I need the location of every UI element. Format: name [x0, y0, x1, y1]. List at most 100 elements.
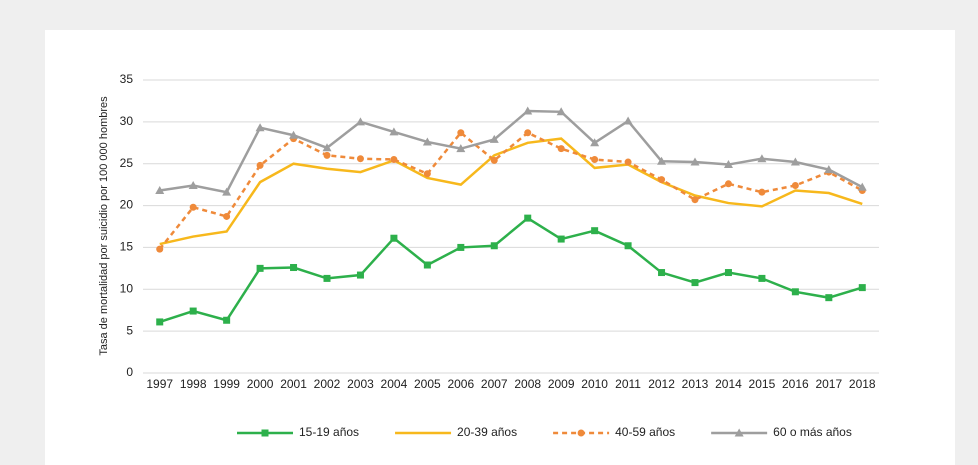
x-tick-label: 2014 — [715, 377, 742, 391]
x-tick-label: 2008 — [514, 377, 541, 391]
marker — [757, 154, 767, 163]
x-tick-label: 1998 — [180, 377, 207, 391]
y-tick-label: 15 — [120, 240, 134, 254]
marker — [457, 129, 465, 137]
marker — [289, 130, 299, 139]
y-tick-label: 10 — [120, 281, 134, 295]
x-tick-label: 2013 — [682, 377, 709, 391]
marker — [723, 160, 733, 169]
marker — [422, 137, 432, 146]
y-tick-label: 0 — [126, 365, 133, 379]
marker — [690, 157, 700, 166]
marker — [456, 144, 466, 153]
x-tick-label: 2011 — [615, 377, 641, 391]
marker — [691, 279, 699, 287]
x-tick-label: 2000 — [247, 377, 274, 391]
marker — [155, 186, 165, 195]
marker — [758, 188, 766, 196]
x-tick-label: 2010 — [581, 377, 608, 391]
marker — [457, 243, 465, 251]
legend-marker — [261, 429, 269, 437]
marker — [156, 318, 164, 326]
marker — [556, 107, 566, 116]
legend-label: 40-59 años — [615, 425, 675, 439]
legend-label: 15-19 años — [299, 425, 359, 439]
x-tick-label: 2006 — [447, 377, 474, 391]
marker — [790, 157, 800, 166]
marker — [423, 170, 431, 178]
series-line — [158, 130, 863, 250]
x-tick-label: 2017 — [815, 377, 842, 391]
x-tick-label: 2016 — [782, 377, 809, 391]
marker — [857, 182, 867, 191]
marker — [724, 269, 732, 277]
marker — [490, 242, 498, 250]
marker — [657, 156, 667, 165]
legend-label: 20-39 años — [457, 425, 517, 439]
marker — [758, 274, 766, 282]
marker — [591, 227, 599, 235]
marker — [255, 123, 265, 132]
marker — [390, 234, 398, 242]
marker — [624, 158, 632, 166]
marker — [791, 288, 799, 296]
series-line — [159, 109, 863, 194]
series-line — [159, 137, 863, 246]
x-tick-label: 2005 — [414, 377, 441, 391]
marker — [389, 127, 399, 136]
y-tick-label: 20 — [120, 198, 134, 212]
marker — [223, 316, 231, 324]
marker — [623, 116, 633, 125]
marker — [791, 181, 799, 189]
marker — [355, 117, 365, 126]
y-tick-label: 30 — [120, 114, 134, 128]
marker — [824, 165, 834, 174]
x-tick-label: 2015 — [749, 377, 776, 391]
marker — [489, 134, 499, 143]
y-tick-label: 35 — [120, 72, 134, 86]
marker — [658, 269, 666, 277]
marker — [323, 151, 331, 159]
marker — [323, 274, 331, 282]
marker — [356, 155, 364, 163]
marker — [222, 187, 232, 196]
x-tick-label: 2002 — [314, 377, 341, 391]
legend-marker — [734, 428, 744, 437]
x-tick-label: 2001 — [280, 377, 307, 391]
marker — [322, 143, 332, 152]
marker — [490, 156, 498, 164]
y-tick-label: 25 — [120, 156, 134, 170]
x-tick-label: 1999 — [213, 377, 240, 391]
marker — [189, 307, 197, 315]
marker — [390, 156, 398, 164]
y-axis-label: Tasa de mortalidad por suicidio por 100 … — [98, 96, 110, 356]
x-tick-label: 1997 — [146, 377, 173, 391]
legend-label: 60 o más años — [773, 425, 852, 439]
marker — [223, 212, 231, 220]
marker — [557, 145, 565, 153]
marker — [189, 203, 197, 211]
x-tick-label: 2012 — [648, 377, 675, 391]
marker — [858, 284, 866, 292]
x-tick-label: 2007 — [481, 377, 508, 391]
marker — [256, 161, 264, 169]
x-tick-label: 2009 — [548, 377, 575, 391]
marker — [256, 264, 264, 272]
marker — [356, 271, 364, 279]
y-tick-label: 5 — [126, 323, 133, 337]
x-tick-label: 2003 — [347, 377, 374, 391]
marker — [557, 235, 565, 243]
legend-marker — [577, 429, 585, 437]
marker — [188, 180, 198, 189]
marker — [290, 264, 298, 272]
x-tick-label: 2018 — [849, 377, 876, 391]
marker — [624, 242, 632, 250]
x-tick-label: 2004 — [381, 377, 408, 391]
marker — [524, 129, 532, 137]
marker — [590, 138, 600, 147]
marker — [825, 294, 833, 302]
marker — [691, 196, 699, 204]
marker — [658, 176, 666, 184]
marker — [156, 245, 164, 253]
